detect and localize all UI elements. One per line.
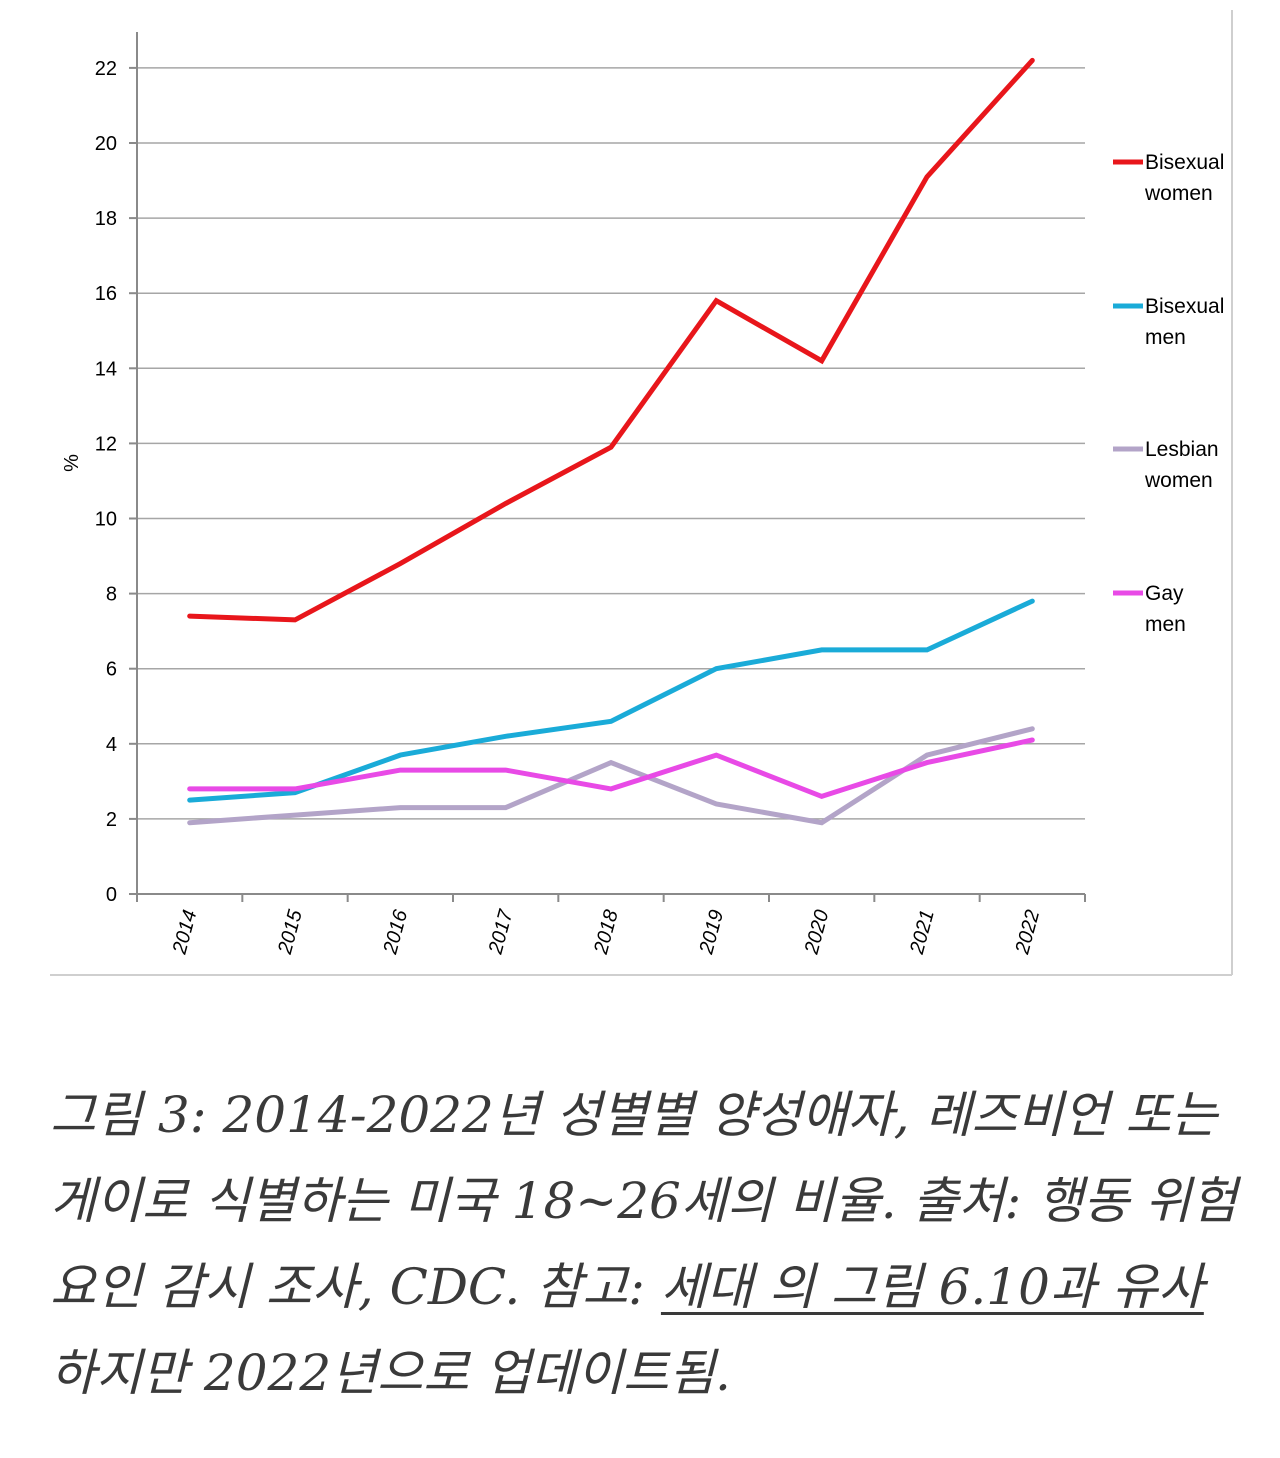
legend-label: Bisexual — [1145, 151, 1224, 174]
y-tick-label: 16 — [95, 283, 117, 305]
legend-label: women — [1144, 182, 1213, 205]
y-tick-label: 22 — [95, 58, 117, 80]
y-tick-label: 6 — [106, 659, 117, 681]
y-tick-label: 10 — [95, 509, 117, 531]
y-tick-label: 0 — [106, 884, 117, 906]
y-tick-label: 8 — [106, 584, 117, 606]
x-tick-label: 2017 — [484, 907, 517, 957]
legend-label: women — [1144, 469, 1213, 492]
figure-caption: 그림 3: 2014-2022년 성별별 양성애자, 레즈비언 또는 게이로 식… — [50, 1072, 1240, 1416]
legend-label: Gay — [1145, 582, 1184, 605]
x-tick-label: 2015 — [274, 907, 307, 957]
y-tick-label: 14 — [95, 358, 117, 380]
chart-figure: 0 2 4 6 8 10 12 14 16 18 20 22 2014 2015 2016 2017 2018… — [50, 10, 1233, 976]
y-tick-label: 2 — [106, 809, 117, 831]
x-tick-label: 2019 — [695, 908, 728, 958]
caption-text-end: 하지만 2022년으로 업데이트됨. — [50, 1344, 731, 1402]
x-tick-label: 2020 — [800, 908, 833, 958]
x-tick-label: 2014 — [168, 908, 201, 958]
x-tick-label: 2018 — [590, 908, 623, 958]
series-line-gay-men — [187, 737, 1035, 800]
caption-text: 그림 3: 2014-2022년 성별별 양성애자, 레즈비언 또는 게이로 식… — [50, 1086, 1238, 1316]
y-tick-label: 4 — [106, 734, 117, 756]
legend-label: men — [1145, 326, 1186, 349]
y-tick-label: 20 — [95, 133, 117, 155]
y-tick-label: 12 — [95, 433, 117, 455]
legend-label: Lesbian — [1145, 438, 1219, 461]
y-tick-label: 18 — [95, 208, 117, 230]
x-tick-label: 2021 — [906, 908, 939, 958]
x-tick-label: 2022 — [1011, 908, 1044, 958]
series-line-lesbian-women — [187, 726, 1035, 826]
caption-link[interactable]: 세대 의 그림 6.10과 유사 — [660, 1258, 1204, 1316]
x-tick-label: 2016 — [379, 907, 412, 957]
legend-label: Bisexual — [1145, 295, 1224, 318]
series-line-bisexual-women — [187, 57, 1035, 623]
legend-label: men — [1145, 613, 1186, 636]
y-axis-label: % — [61, 454, 83, 472]
